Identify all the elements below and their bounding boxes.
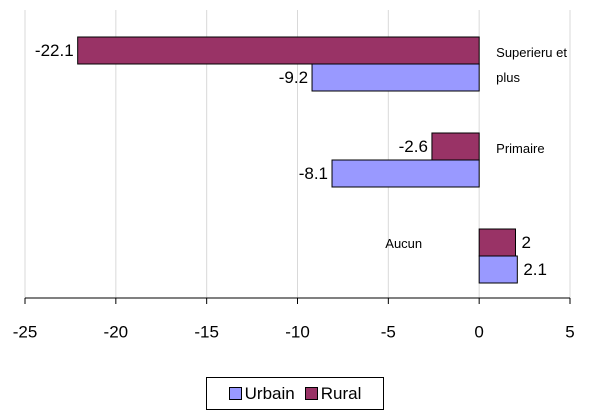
value-label: -9.2	[279, 68, 308, 87]
bar	[478, 255, 518, 284]
bar	[77, 36, 480, 65]
bar	[478, 228, 516, 257]
category-label: Superieru et plus	[496, 45, 567, 85]
value-label: -2.6	[399, 137, 428, 156]
x-tick-label: -10	[285, 322, 310, 341]
x-tick-label: -25	[13, 322, 38, 341]
legend-item: Urbain	[228, 383, 295, 404]
bar	[311, 63, 480, 92]
value-label: -8.1	[299, 164, 328, 183]
value-label: 2.1	[523, 260, 547, 279]
legend: Urbain Rural	[206, 377, 384, 410]
x-tick-label: -5	[381, 322, 396, 341]
bar	[331, 159, 480, 188]
category-label: Primaire	[496, 141, 545, 156]
x-tick-label: 0	[474, 322, 483, 341]
legend-label: Rural	[320, 383, 362, 403]
x-tick-label: 5	[565, 322, 574, 341]
legend-item: Rural	[304, 383, 362, 404]
value-label: 2	[522, 233, 531, 252]
category-label: Aucun	[385, 236, 423, 251]
x-tick-label: -15	[194, 322, 219, 341]
x-tick-label: -20	[104, 322, 129, 341]
legend-label: Urbain	[244, 383, 295, 403]
value-label: -22.1	[35, 41, 74, 60]
bar	[431, 132, 480, 161]
legend-swatch	[304, 387, 318, 400]
plot: -25 -20 -15 -10 -5 0 5 -22.1 -9.2 -2.6 -8.1 2 2.1	[13, 10, 575, 341]
legend-swatch	[228, 387, 242, 400]
